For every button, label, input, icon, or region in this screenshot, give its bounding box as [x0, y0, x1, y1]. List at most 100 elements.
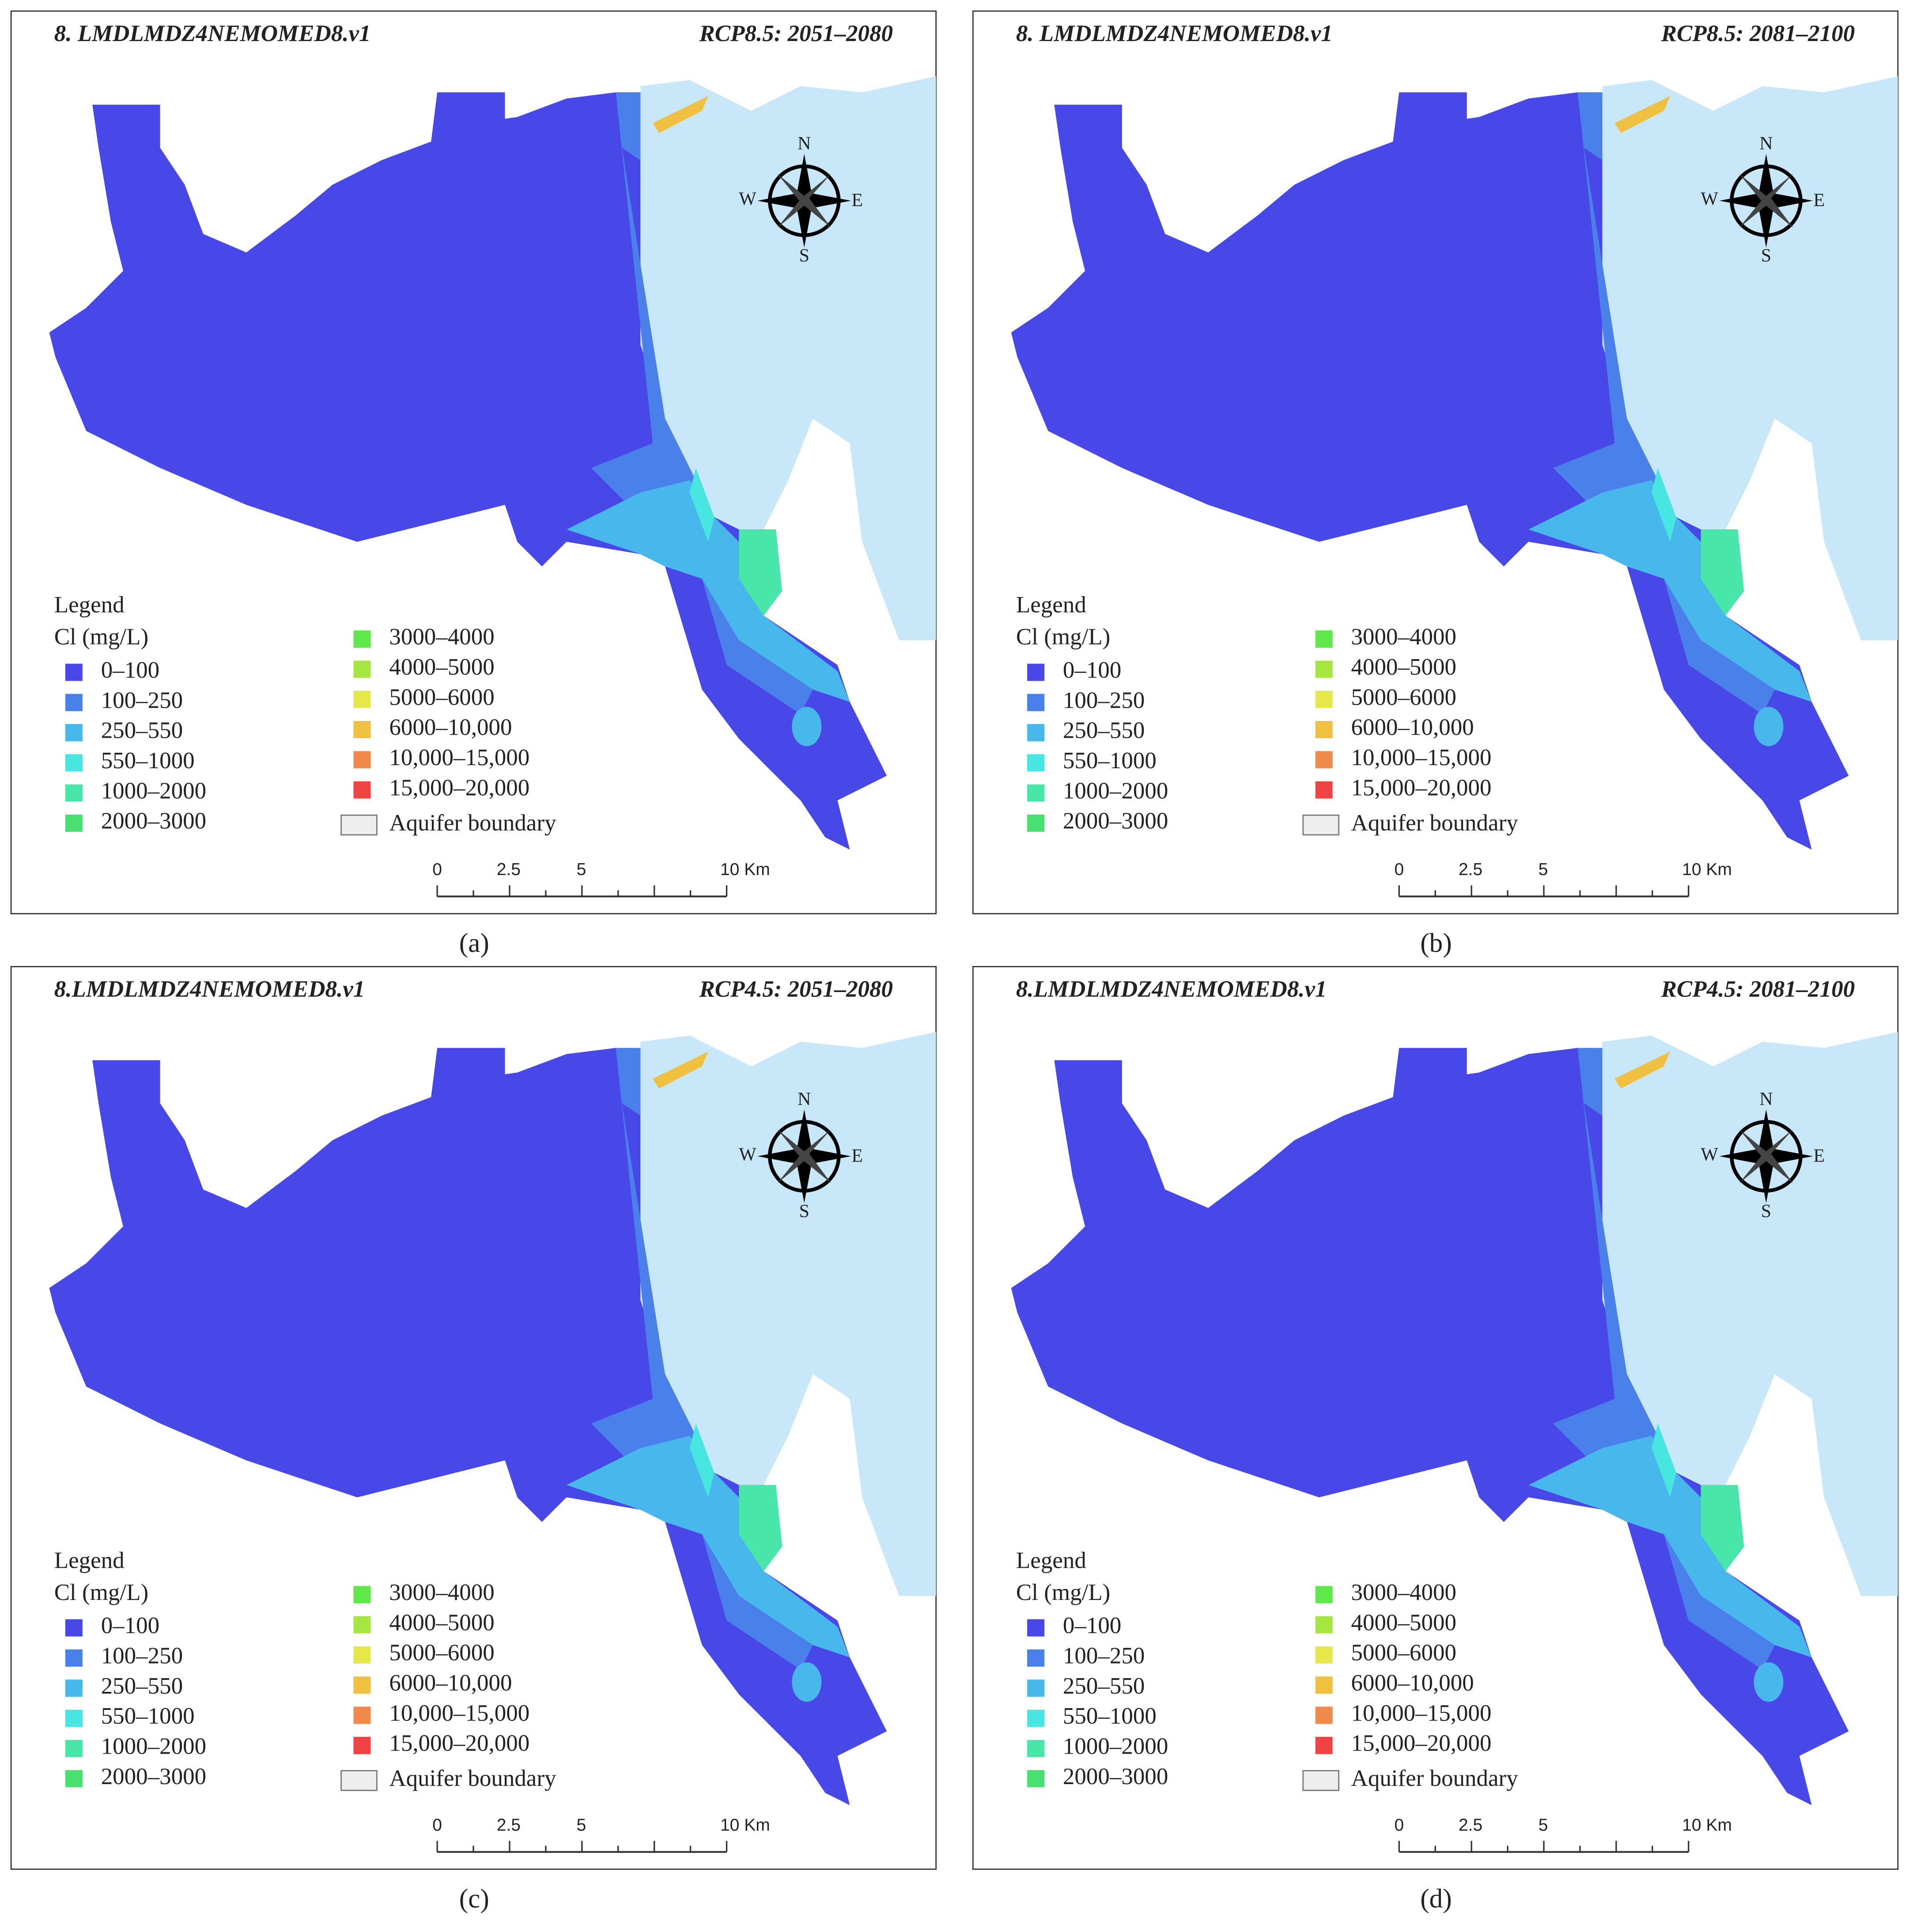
map-panel: N S W E 8.LMDLMDZ4NEMOMED8.v1 RCP4.5: 2081–21…: [972, 966, 1899, 1913]
legend-swatch: [65, 1709, 83, 1727]
legend-swatch: [1027, 1649, 1045, 1667]
legend-swatch: [65, 784, 83, 802]
legend-swatch: [340, 1770, 378, 1791]
map-panel: N S W E 8. LMDLMDZ4NEMOMED8.v1 RCP8.5: 2081–2…: [972, 10, 1899, 958]
legend-swatch: [1027, 664, 1045, 681]
zone-1000-2000: [1701, 529, 1744, 616]
legend-label: 6000–10,000: [1351, 1670, 1474, 1696]
compass-star: [1739, 174, 1793, 228]
legend-swatch: [1027, 814, 1045, 832]
legend-swatch: [1315, 721, 1333, 739]
legend-label: 1000–2000: [1063, 1734, 1168, 1759]
legend-swatch: [353, 1646, 371, 1664]
scale-label: 5: [1539, 1815, 1548, 1834]
scale-label: 10 Km: [1682, 860, 1732, 879]
legend-label: 100–250: [101, 1643, 183, 1669]
scale-label: 2.5: [497, 860, 521, 879]
legend-unit: Cl (mg/L): [1016, 1580, 1110, 1605]
legend-swatch: [65, 754, 83, 772]
legend-unit: Cl (mg/L): [54, 1580, 148, 1605]
legend-label: 10,000–15,000: [389, 1700, 529, 1726]
legend-swatch: [353, 1706, 371, 1724]
legend-label: 3000–4000: [1351, 1580, 1456, 1605]
legend-label: 5000–6000: [1351, 684, 1456, 710]
legend-swatch: [1027, 784, 1045, 802]
zone-high: [1614, 96, 1670, 133]
compass-s: S: [799, 246, 809, 266]
legend-label: 0–100: [101, 657, 159, 683]
legend-swatch: [65, 724, 83, 742]
aquifer: [49, 1048, 887, 1805]
legend-swatch: [353, 751, 371, 769]
legend-swatch: [65, 814, 83, 832]
legend-label: 250–550: [1063, 1673, 1145, 1699]
legend-label: 3000–4000: [1351, 624, 1456, 650]
legend-label: 100–250: [101, 687, 183, 713]
panel-title: 8.LMDLMDZ4NEMOMED8.v1: [54, 976, 365, 1002]
legend-swatch: [1315, 630, 1333, 648]
legend-label: 5000–6000: [1351, 1640, 1456, 1666]
legend-label: 1000–2000: [101, 1734, 206, 1759]
sea: [640, 1032, 936, 1596]
legend-swatch: [353, 691, 371, 708]
legend-label: 15,000–20,000: [389, 1731, 529, 1756]
legend-swatch: [353, 1676, 371, 1694]
legend-label: 250–550: [101, 1673, 183, 1699]
legend-label: 4000–5000: [389, 1610, 494, 1635]
legend-label: 10,000–15,000: [1351, 1700, 1492, 1726]
legend-label: 0–100: [1063, 657, 1121, 683]
legend-swatch: [353, 1736, 371, 1754]
compass-w: W: [1701, 189, 1718, 209]
panel-title: 8. LMDLMDZ4NEMOMED8.v1: [1016, 21, 1333, 46]
scale-label: 0: [1394, 860, 1404, 879]
aquifer: [49, 92, 887, 850]
legend-unit: Cl (mg/L): [1016, 624, 1110, 650]
legend-swatch: [1315, 1646, 1333, 1664]
zone-250-550: [566, 480, 850, 702]
legend-swatch: [1315, 1706, 1333, 1724]
legend-swatch: [1315, 751, 1333, 769]
legend-unit: Cl (mg/L): [54, 624, 148, 650]
compass-s: S: [1761, 1201, 1771, 1222]
zone-250-550: [792, 1662, 822, 1702]
scale-label: 2.5: [1459, 860, 1482, 879]
zone-100-250: [1663, 578, 1775, 714]
compass-e: E: [1814, 190, 1825, 211]
legend-label: Aquifer boundary: [389, 810, 556, 836]
compass-n: N: [798, 1089, 811, 1109]
legend-label: 2000–3000: [101, 1764, 206, 1789]
legend-swatch: [353, 630, 371, 648]
zone-550-1000: [1652, 468, 1676, 542]
compass-star: [777, 174, 832, 228]
compass-star: [777, 1129, 832, 1184]
scale-label: 10 Km: [720, 860, 770, 879]
zone-high: [653, 96, 708, 133]
legend-swatch: [353, 1586, 371, 1604]
legend-heading: Legend: [1016, 1547, 1086, 1573]
compass-w: W: [739, 1144, 756, 1165]
zone-550-1000: [1652, 1423, 1676, 1498]
panel-title: 8. LMDLMDZ4NEMOMED8.v1: [54, 21, 371, 46]
legend-label: 10,000–15,000: [389, 745, 529, 770]
legend-label: 0–100: [1063, 1613, 1121, 1638]
sea: [1602, 1032, 1898, 1596]
legend-label: 5000–6000: [389, 1640, 494, 1666]
legend-swatch: [1027, 1709, 1045, 1727]
legend-label: 6000–10,000: [1351, 715, 1474, 740]
legend-swatch: [65, 1740, 83, 1757]
legend-heading: Legend: [54, 1547, 125, 1573]
legend-swatch: [65, 1619, 83, 1637]
legend-label: 2000–3000: [1063, 808, 1168, 834]
legend-swatch: [65, 694, 83, 711]
legend-label: 100–250: [1063, 1643, 1145, 1669]
compass-star: [1739, 1129, 1793, 1184]
legend-label: 15,000–20,000: [1351, 775, 1492, 800]
legend-label: 6000–10,000: [389, 715, 512, 740]
scale-label: 0: [1394, 1815, 1404, 1834]
scale-label: 10 Km: [720, 1815, 770, 1834]
map-panel: N S W E 8. LMDLMDZ4NEMOMED8.v1 RCP8.5: 2051–2…: [10, 10, 937, 958]
legend-swatch: [353, 1616, 371, 1634]
legend-swatch: [1315, 660, 1333, 678]
zone-1000-2000: [739, 1485, 783, 1571]
legend-swatch: [353, 721, 371, 739]
